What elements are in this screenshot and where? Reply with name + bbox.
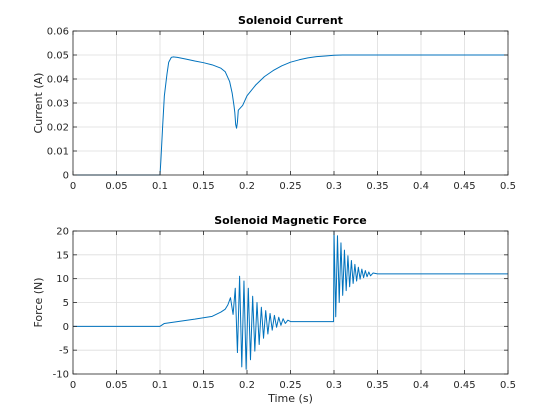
current-y-ticks: 0 0.01 0.02 0.03 0.04 0.05 0.06 — [47, 27, 508, 182]
current-x-tick-label: 0.5 — [500, 181, 516, 192]
current-series — [73, 54, 508, 176]
force-chart-title: Solenoid Magnetic Force — [214, 214, 367, 227]
force-x-tick-label: 0.25 — [279, 380, 301, 391]
current-x-ticks: 0 0.05 0.1 0.15 0.2 0.25 0.3 0.35 0.4 0.45 0.5 — [70, 31, 516, 192]
current-x-tick-label: 0.15 — [192, 181, 214, 192]
force-x-tick-label: 0.2 — [239, 380, 255, 391]
current-series-line — [73, 54, 508, 176]
force-x-tick-label: 0.4 — [413, 380, 429, 391]
force-series-line — [73, 230, 508, 370]
current-x-tick-label: 0.3 — [326, 181, 342, 192]
current-subplot: 0 0.05 0.1 0.15 0.2 0.25 0.3 0.35 0.4 0.45 0.5 0 0.… — [32, 14, 516, 192]
force-x-tick-label: 0.05 — [105, 380, 127, 391]
force-y-tick-label: -10 — [53, 370, 69, 381]
force-y-tick-label: 20 — [56, 227, 69, 238]
current-y-tick-label: 0.05 — [47, 51, 69, 62]
current-y-tick-label: 0.04 — [47, 75, 69, 86]
force-x-tick-label: 0.15 — [192, 380, 214, 391]
force-x-tick-label: 0.1 — [152, 380, 168, 391]
force-x-tick-label: 0.35 — [366, 380, 388, 391]
force-y-axis-label: Force (N) — [32, 277, 45, 327]
force-x-tick-label: 0.3 — [326, 380, 342, 391]
force-y-tick-label: -5 — [59, 346, 69, 357]
current-chart-title: Solenoid Current — [238, 14, 343, 27]
current-y-tick-label: 0.02 — [47, 123, 69, 134]
force-x-tick-label: 0.45 — [453, 380, 475, 391]
force-y-tick-label: 0 — [63, 322, 69, 333]
current-x-tick-label: 0.25 — [279, 181, 301, 192]
force-series — [73, 230, 508, 370]
force-y-tick-label: 15 — [56, 250, 69, 261]
current-x-tick-label: 0.2 — [239, 181, 255, 192]
current-y-tick-label: 0 — [63, 171, 69, 182]
force-y-tick-label: 5 — [63, 298, 69, 309]
current-x-tick-label: 0.45 — [453, 181, 475, 192]
current-x-tick-label: 0.35 — [366, 181, 388, 192]
force-y-ticks: -10 -5 0 5 10 15 20 — [53, 227, 508, 381]
current-x-tick-label: 0 — [70, 181, 76, 192]
force-x-tick-label: 0 — [70, 380, 76, 391]
current-x-tick-label: 0.4 — [413, 181, 429, 192]
force-x-ticks: 0 0.05 0.1 0.15 0.2 0.25 0.3 0.35 0.4 0.45 0.5 — [70, 231, 516, 391]
current-x-tick-label: 0.1 — [152, 181, 168, 192]
force-x-axis-label: Time (s) — [267, 392, 313, 405]
current-y-tick-label: 0.06 — [47, 27, 69, 38]
current-y-tick-label: 0.03 — [47, 99, 69, 110]
force-subplot: 0 0.05 0.1 0.15 0.2 0.25 0.3 0.35 0.4 0.45 0.5 -10… — [32, 214, 516, 405]
current-y-tick-label: 0.01 — [47, 147, 69, 158]
force-x-tick-label: 0.5 — [500, 380, 516, 391]
current-y-axis-label: Current (A) — [32, 73, 45, 134]
force-y-tick-label: 10 — [56, 274, 69, 285]
current-x-tick-label: 0.05 — [105, 181, 127, 192]
